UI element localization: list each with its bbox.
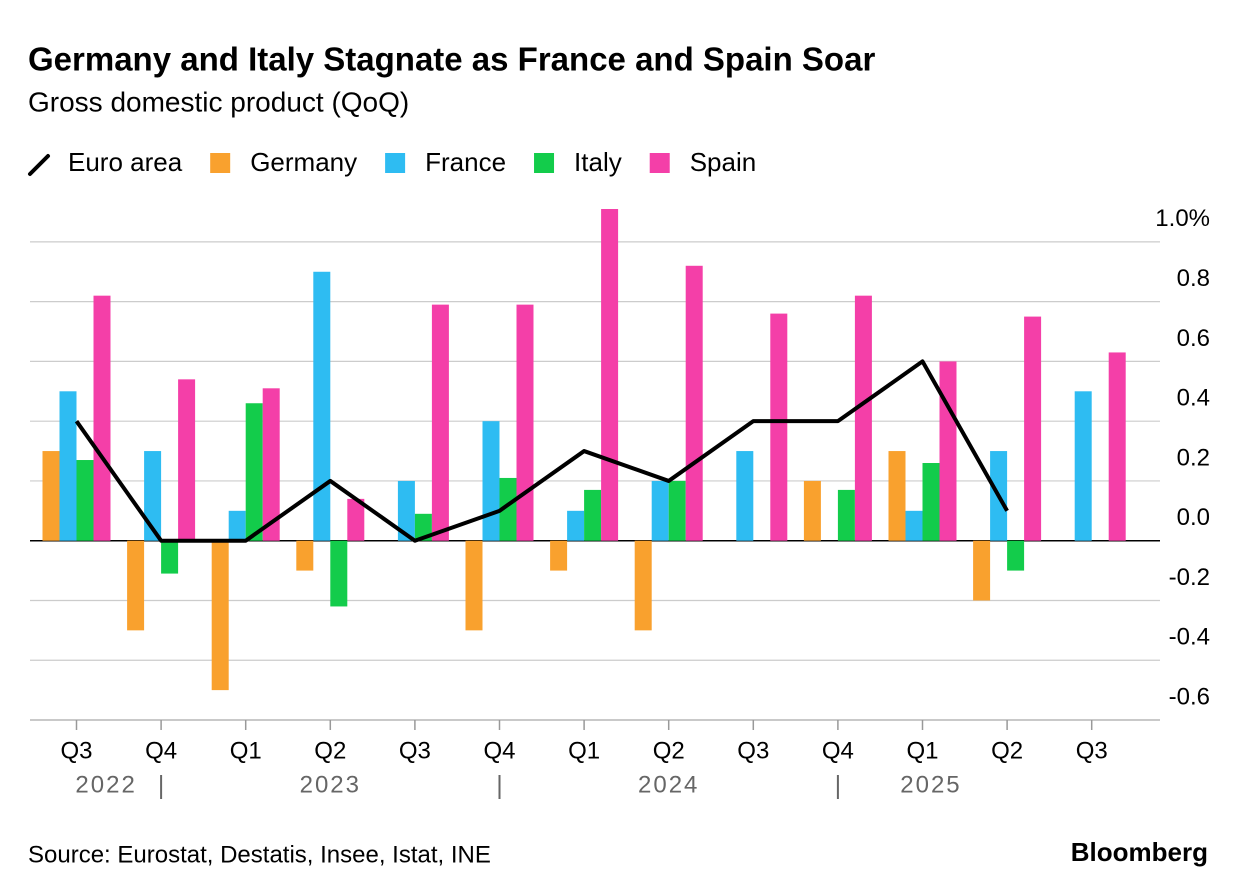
bar <box>414 513 432 541</box>
y-tick-label: -0.4 <box>1169 624 1210 651</box>
bar <box>973 540 991 601</box>
year-label: 2023 <box>300 771 361 798</box>
bar <box>313 271 331 541</box>
bar <box>330 540 348 607</box>
bar <box>516 304 534 541</box>
brand: Bloomberg <box>1071 837 1208 867</box>
bar <box>42 451 60 541</box>
chart-subtitle: Gross domestic product (QoQ) <box>28 86 409 117</box>
bar <box>59 391 77 541</box>
bar <box>837 489 855 541</box>
x-tick-label: Q3 <box>399 737 431 764</box>
legend-swatch <box>385 153 406 173</box>
bar <box>888 451 906 541</box>
y-tick-label: 0.8 <box>1177 265 1210 292</box>
bar <box>127 540 145 631</box>
x-tick-label: Q3 <box>60 737 92 764</box>
y-tick-label: -0.6 <box>1169 683 1210 710</box>
bar <box>465 540 483 631</box>
x-tick-label: Q2 <box>991 737 1023 764</box>
bar <box>1007 540 1025 571</box>
legend-label: Germany <box>250 147 357 177</box>
chart-title: Germany and Italy Stagnate as France and… <box>28 41 875 78</box>
legend-label: Italy <box>574 147 622 177</box>
bar <box>550 540 568 571</box>
bar <box>685 265 703 541</box>
bar <box>296 540 314 571</box>
year-label: 2022 <box>75 771 136 798</box>
x-tick-label: Q1 <box>906 737 938 764</box>
x-tick-label: Q1 <box>568 737 600 764</box>
bar <box>431 304 449 541</box>
bar <box>1074 391 1092 541</box>
line <box>74 359 1009 543</box>
bar <box>651 480 669 541</box>
bar <box>93 295 111 541</box>
legend-swatch <box>534 153 555 173</box>
bar <box>262 388 280 541</box>
bar <box>601 209 619 541</box>
legend-label: Euro area <box>68 147 183 177</box>
bar <box>161 540 179 574</box>
bar <box>668 480 686 541</box>
x-tick-label: Q4 <box>483 737 515 764</box>
bar <box>211 540 229 691</box>
legend-label: France <box>425 147 506 177</box>
legend-label: Spain <box>690 147 757 177</box>
legend-line <box>28 154 50 176</box>
bar <box>1108 352 1126 541</box>
year-label: 2024 <box>638 771 699 798</box>
bar <box>482 421 500 541</box>
x-tick-label: Q2 <box>314 737 346 764</box>
y-tick-label: 0.0 <box>1177 504 1210 531</box>
bar <box>905 510 923 541</box>
bar <box>499 477 517 541</box>
source: Source: Eurostat, Destatis, Insee, Istat… <box>28 841 491 868</box>
legend-swatch <box>210 153 231 173</box>
bar <box>228 510 246 541</box>
bar <box>397 480 415 541</box>
bar <box>584 489 602 541</box>
bar <box>736 451 754 541</box>
bar <box>634 540 652 631</box>
x-tick-label: Q4 <box>145 737 177 764</box>
bar <box>803 480 821 541</box>
x-tick-label: Q3 <box>737 737 769 764</box>
bar <box>178 379 196 541</box>
year-label: 2025 <box>900 771 961 798</box>
y-tick-label: -0.2 <box>1169 564 1210 591</box>
bar <box>347 498 365 541</box>
bar <box>922 463 940 541</box>
legend-swatch <box>649 153 670 173</box>
x-tick-label: Q1 <box>230 737 262 764</box>
bar <box>1024 316 1042 541</box>
x-tick-label: Q3 <box>1076 737 1108 764</box>
y-tick-label: 0.2 <box>1177 444 1210 471</box>
bar <box>245 403 263 541</box>
bar <box>854 295 872 541</box>
x-tick-label: Q4 <box>822 737 854 764</box>
x-tick-label: Q2 <box>653 737 685 764</box>
bar <box>939 361 957 541</box>
bar <box>567 510 585 541</box>
bar <box>770 313 788 541</box>
y-tick-label: 0.6 <box>1177 325 1210 352</box>
y-tick-label: 0.4 <box>1177 385 1210 412</box>
bar <box>76 460 94 541</box>
y-tick-label: 1.0% <box>1155 205 1210 232</box>
bar <box>144 451 162 541</box>
